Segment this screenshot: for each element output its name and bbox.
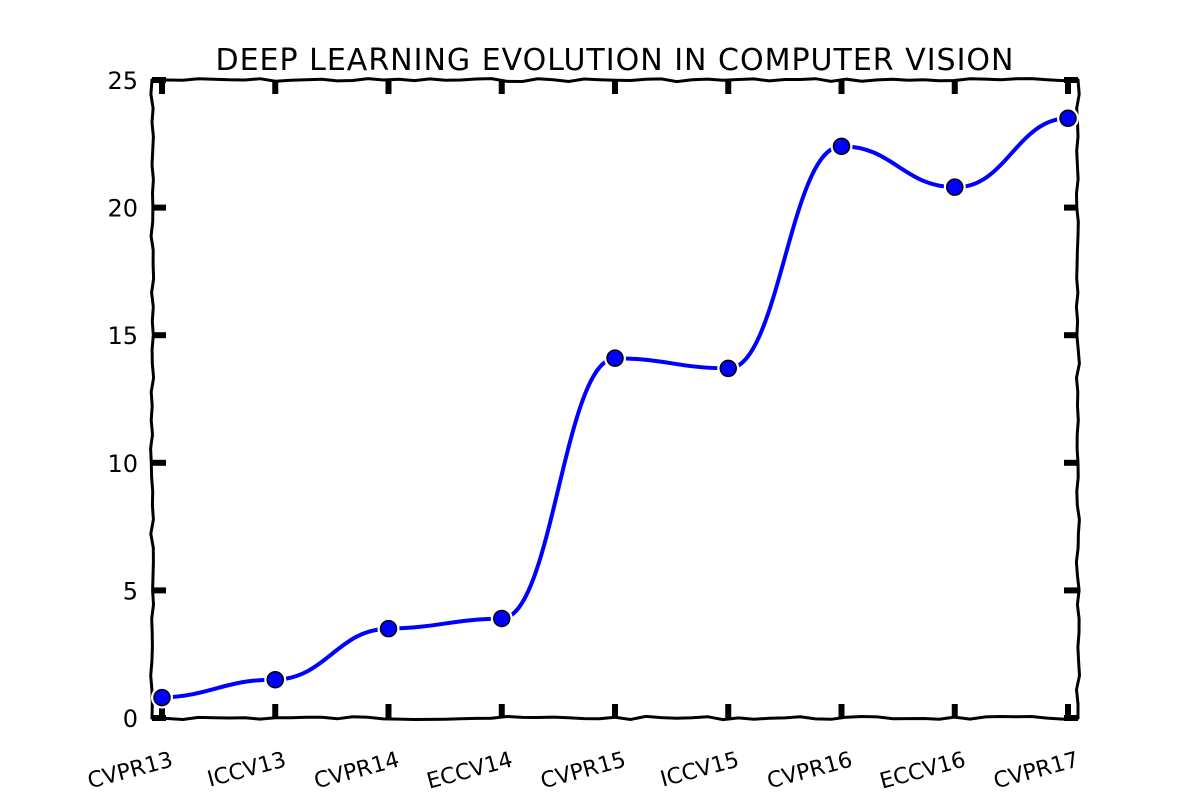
axis-spine-left: [149, 78, 156, 720]
y-tick-label: 5: [123, 577, 138, 605]
y-tick-label: 0: [123, 705, 138, 733]
y-tick-label: 15: [107, 322, 138, 350]
data-point: [153, 688, 171, 707]
axis-spine-right: [1074, 78, 1082, 720]
data-point: [379, 619, 398, 638]
chart-title: DEEP LEARNING EVOLUTION IN COMPUTER VISI…: [216, 43, 1015, 78]
data-point: [493, 609, 511, 628]
data-point: [719, 359, 737, 378]
y-tick-label: 20: [107, 195, 138, 223]
data-point: [606, 349, 624, 367]
data-point: [1059, 109, 1077, 128]
axis-ticks: [152, 77, 1078, 721]
data-point: [266, 670, 284, 689]
y-tick-labels: 0 5 10 15 20 25: [107, 67, 138, 733]
y-tick-label: 10: [107, 450, 138, 478]
data-point: [832, 137, 851, 156]
y-tick-label: 25: [107, 67, 138, 95]
data-point: [946, 178, 964, 196]
data-points: [151, 107, 1079, 709]
